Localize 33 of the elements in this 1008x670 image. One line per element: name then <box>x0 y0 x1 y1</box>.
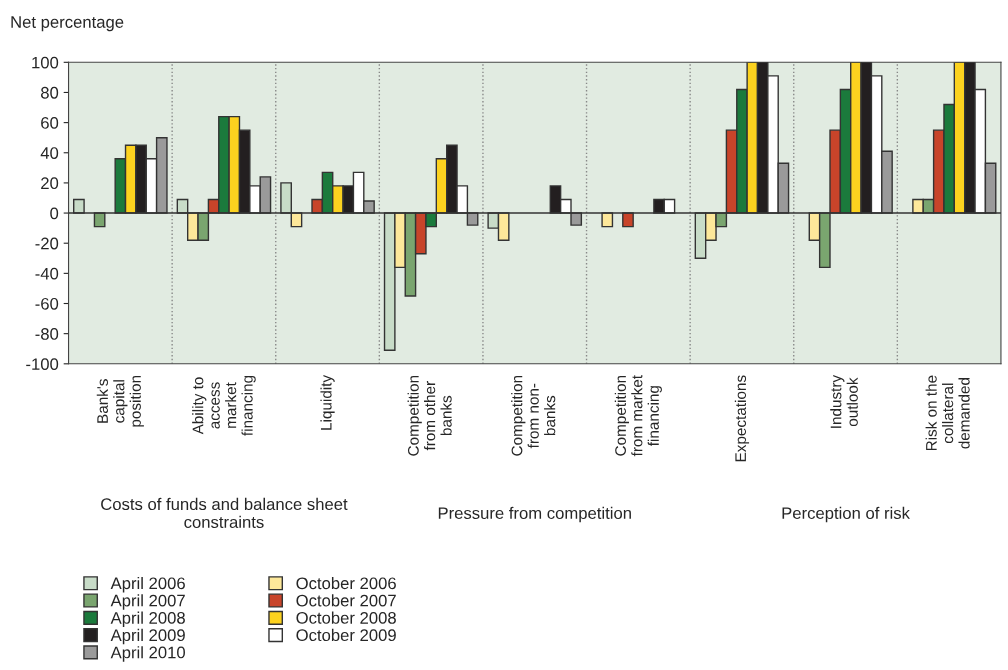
x-tick-label: Bank's capital position <box>96 375 144 427</box>
text: Perception of risk <box>782 506 910 523</box>
y-tick-label: 0 <box>50 207 59 220</box>
legend-label: April 2007 <box>110 594 185 610</box>
x-tick-label: Risk on the collateral demanded <box>925 375 970 451</box>
text: Costs of funds and balance sheet constraints <box>101 497 348 529</box>
y-tick-label: 100 <box>32 56 59 69</box>
x-tick-label: Liquidity <box>320 374 335 430</box>
y-tick-label: -40 <box>35 267 59 280</box>
legend-label: October 2006 <box>296 576 396 590</box>
y-tick-label: -80 <box>35 328 59 340</box>
x-tick-label: Ability to access market financing <box>192 375 256 436</box>
legend-label: October 2008 <box>296 611 396 624</box>
legend-label: April 2006 <box>110 576 185 593</box>
legend-label: April 2010 <box>110 646 185 662</box>
y-tick-label: 80 <box>41 86 59 99</box>
y-tick-label: 20 <box>41 177 59 190</box>
y-tick-label: -20 <box>35 237 59 250</box>
x-tick-label: Competition from market financing <box>614 375 662 457</box>
legend-label: October 2009 <box>296 628 396 642</box>
y-tick-label: -60 <box>35 297 59 310</box>
legend-label: October 2007 <box>296 594 396 607</box>
legend-label: April 2008 <box>110 611 185 628</box>
y-tick-label: 40 <box>40 147 59 159</box>
y-axis-title: Net percentage <box>11 16 124 32</box>
legend-label: April 2009 <box>110 628 185 645</box>
x-tick-label: Competition from non- banks <box>511 375 556 456</box>
x-tick-label: Industry outlook <box>830 374 858 428</box>
y-tick-label: -100 <box>26 358 59 371</box>
text: Pressure from competition <box>438 506 631 523</box>
x-tick-label: Expectations <box>734 375 750 462</box>
x-tick-label: Competition from other banks <box>407 375 452 456</box>
y-tick-label: 60 <box>41 117 59 129</box>
